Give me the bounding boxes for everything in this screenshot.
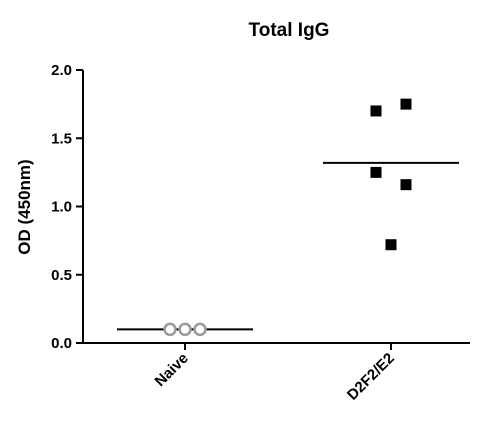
x-category-label: D2F2/E2: [344, 350, 398, 404]
data-point-square: [370, 105, 382, 117]
data-point-circle: [193, 322, 207, 337]
x-category-label: Naive: [152, 350, 192, 390]
y-tick-label: 0.0: [51, 335, 72, 352]
data-point-circle: [163, 322, 177, 337]
data-point-square: [385, 239, 397, 251]
x-ticks: Naive D2F2/E2: [152, 343, 398, 404]
chart-title: Total IgG: [249, 20, 330, 41]
data-point-circle: [178, 322, 192, 337]
data-point-square: [370, 166, 382, 178]
data-marks: [117, 98, 459, 337]
data-point-square: [400, 98, 412, 110]
y-tick-label: 0.5: [51, 267, 72, 284]
y-tick-label: 1.5: [51, 130, 72, 147]
y-tick-label: 1.0: [51, 199, 72, 216]
y-tick-label: 2.0: [51, 62, 72, 79]
data-point-square: [400, 179, 412, 191]
y-axis-label: OD (450nm): [15, 159, 34, 254]
y-ticks: 0.0 0.5 1.0 1.5 2.0: [51, 62, 83, 352]
